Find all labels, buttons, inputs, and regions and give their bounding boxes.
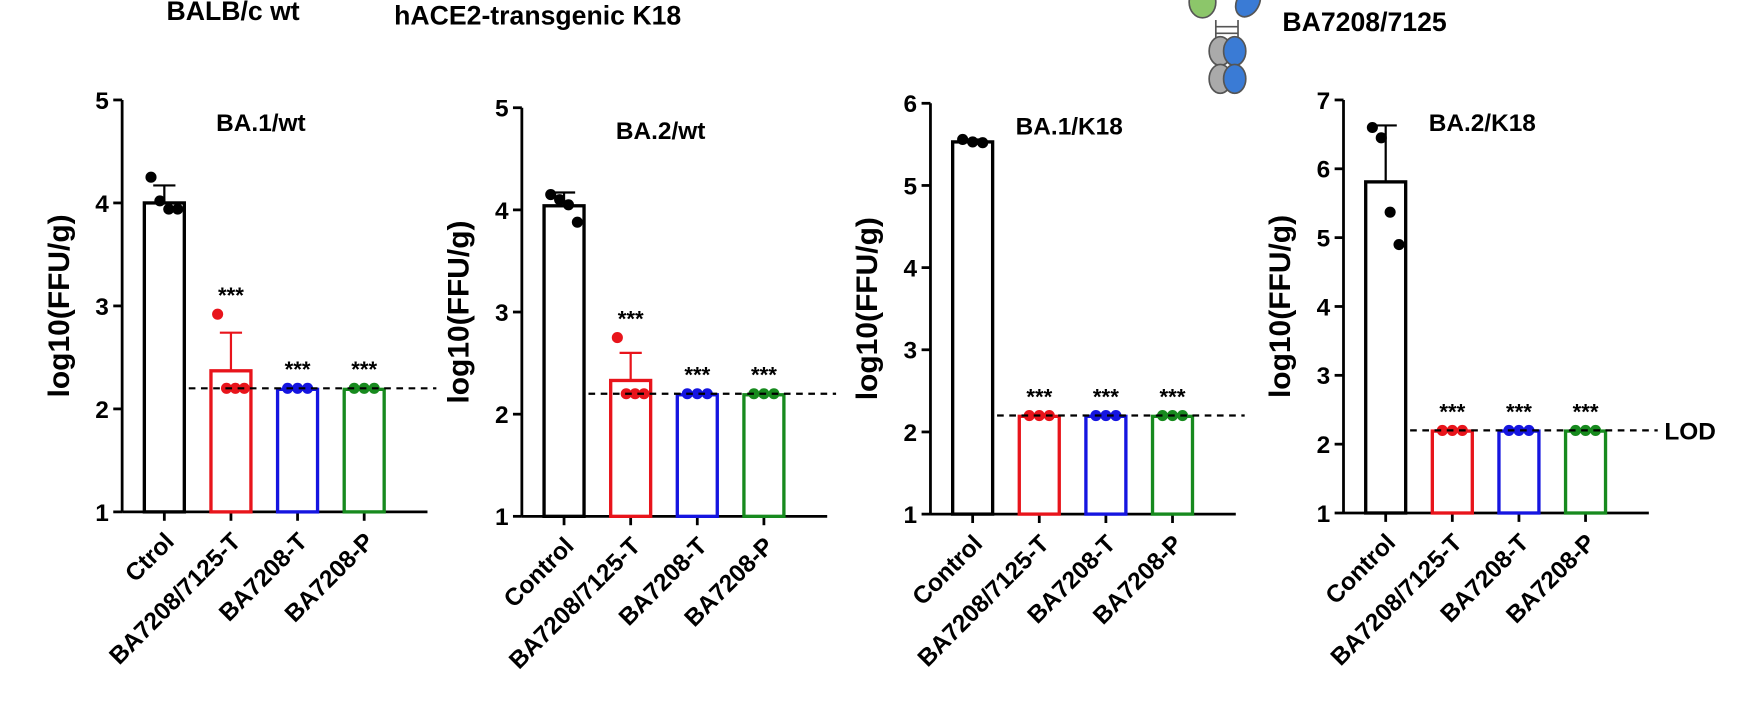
panel-title: BA.1/K18 (1016, 113, 1123, 140)
data-point (967, 136, 979, 148)
y-tick-label: 5 (904, 173, 918, 200)
panel-title: BA.2/K18 (1429, 110, 1536, 137)
x-tick-label: Ctrol (120, 528, 179, 587)
significance: *** (1439, 399, 1465, 424)
significance: *** (285, 357, 311, 382)
data-point (1100, 409, 1112, 422)
bar (609, 378, 653, 518)
bar (1150, 414, 1195, 516)
data-point (977, 137, 989, 149)
y-tick-label: 4 (495, 198, 509, 225)
bar (275, 387, 320, 514)
y-axis-label: log10(FFU/g) (1264, 215, 1297, 398)
data-point (1513, 424, 1525, 436)
y-tick-label: 1 (1317, 501, 1331, 528)
y-tick-label: 3 (95, 294, 109, 321)
y-axis-label: log10(FFU/g) (851, 217, 884, 400)
bar (209, 369, 253, 514)
y-tick-label: 1 (95, 500, 109, 527)
y-tick-label: 5 (495, 96, 509, 123)
y-tick-label: 4 (904, 256, 918, 283)
y-tick-label: 5 (1317, 226, 1331, 253)
data-point (701, 388, 713, 400)
data-point (1110, 409, 1122, 422)
data-point (629, 388, 641, 400)
data-point (172, 203, 184, 215)
y-axis-label: log10(FFU/g) (43, 214, 76, 397)
y-tick-label: 5 (95, 88, 109, 115)
data-point (163, 203, 175, 215)
y-tick-label: 1 (904, 502, 918, 529)
significance: *** (1026, 384, 1052, 409)
data-point (1393, 238, 1405, 251)
y-tick-label: 3 (904, 338, 918, 365)
significance: *** (751, 363, 777, 388)
significance: *** (618, 306, 644, 331)
data-point (1436, 424, 1448, 436)
data-point (212, 308, 224, 320)
bar (950, 140, 995, 516)
data-point (611, 332, 623, 344)
data-point (554, 194, 566, 206)
data-point (292, 382, 304, 394)
bar (1430, 429, 1474, 515)
bar (675, 393, 719, 518)
y-tick-label: 3 (495, 300, 509, 327)
data-point (1523, 424, 1535, 436)
data-point (545, 189, 557, 201)
y-tick-label: 7 (1317, 88, 1331, 115)
bar (1563, 429, 1608, 515)
header: BA7208/7125 (1282, 7, 1447, 37)
significance: *** (1573, 399, 1599, 424)
antibody-icon (1188, 0, 1262, 95)
significance: *** (351, 357, 377, 382)
significance: *** (684, 363, 710, 388)
bar (1364, 180, 1408, 515)
y-tick-label: 4 (1317, 294, 1331, 321)
bar (742, 393, 786, 518)
data-point (957, 133, 969, 145)
data-point (154, 195, 166, 207)
y-axis-label: log10(FFU/g) (443, 220, 476, 403)
bar (1497, 429, 1541, 515)
bar (542, 204, 586, 518)
header: hACE2-transgenic K18 (394, 0, 681, 30)
data-point (302, 382, 314, 394)
y-tick-label: 6 (1317, 157, 1331, 184)
panel-title: BA.1/wt (216, 110, 306, 137)
panel-title: BA.2/wt (616, 118, 706, 145)
y-tick-label: 6 (904, 91, 918, 118)
y-tick-label: 2 (904, 420, 918, 447)
bar (1017, 414, 1061, 516)
data-point (571, 216, 583, 228)
y-tick-label: 2 (495, 402, 509, 429)
y-tick-label: 1 (495, 504, 509, 531)
data-point (1023, 409, 1035, 422)
bar (142, 201, 186, 514)
data-point (229, 382, 241, 394)
y-tick-label: 3 (1317, 363, 1331, 390)
data-point (145, 171, 157, 183)
data-point (691, 388, 703, 400)
significance: *** (1506, 399, 1532, 424)
y-tick-label: 4 (95, 191, 109, 218)
data-point (1366, 121, 1378, 134)
header: BALB/c wt (167, 0, 300, 26)
data-point (1384, 206, 1396, 218)
significance: *** (1160, 384, 1186, 409)
bar (342, 387, 386, 514)
y-tick-label: 2 (1317, 432, 1331, 459)
significance: *** (218, 283, 244, 308)
significance: *** (1093, 384, 1119, 409)
data-point (1375, 132, 1387, 144)
lod-label: LOD (1664, 418, 1716, 445)
bar (1084, 414, 1128, 516)
data-point (562, 199, 575, 211)
y-tick-label: 2 (95, 397, 109, 424)
